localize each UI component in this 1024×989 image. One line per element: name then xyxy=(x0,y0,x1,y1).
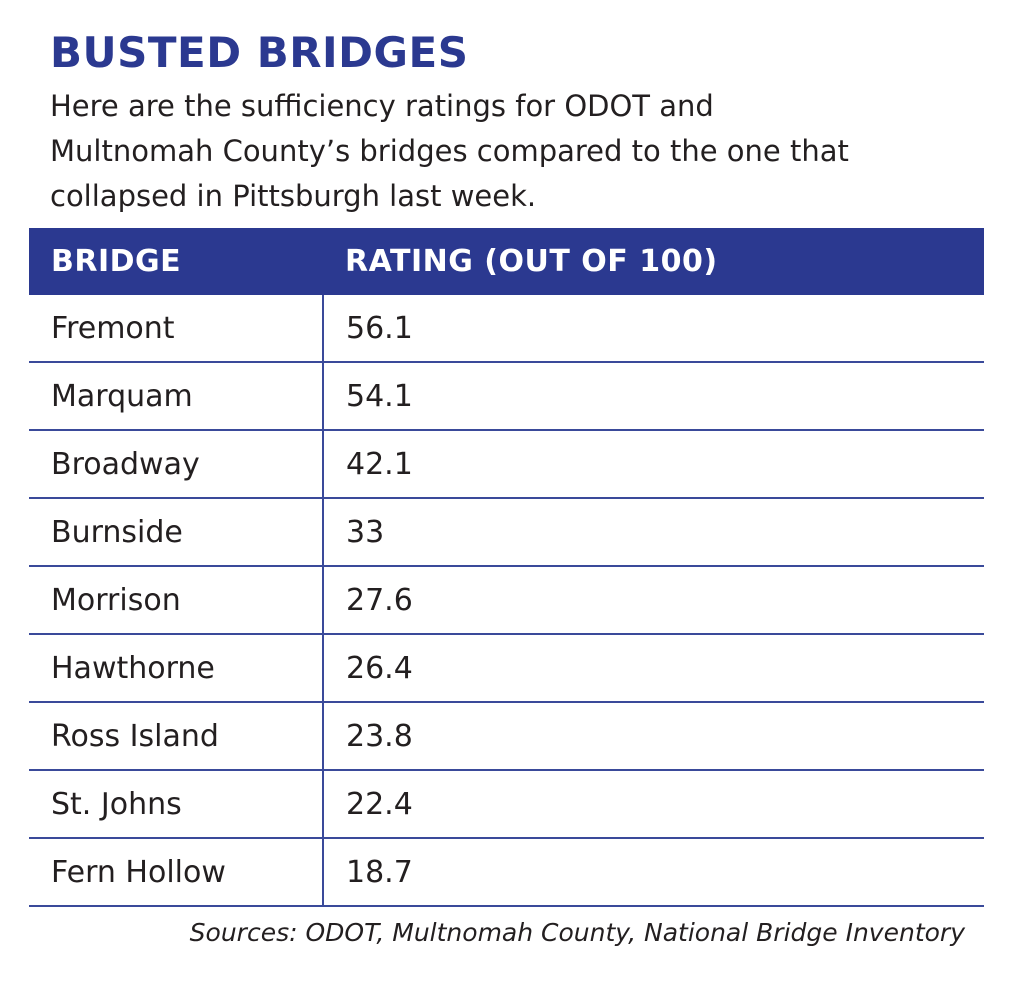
table-row: Broadway 42.1 xyxy=(29,430,984,499)
rating: 33 xyxy=(323,498,984,567)
table-row: Hawthorne 26.4 xyxy=(29,634,984,703)
rating: 22.4 xyxy=(323,770,984,839)
rating: 54.1 xyxy=(323,362,984,431)
bridge-name: Morrison xyxy=(29,566,324,635)
table-row: Morrison 27.6 xyxy=(29,566,984,635)
rating: 26.4 xyxy=(323,634,984,703)
rating: 23.8 xyxy=(323,702,984,771)
rating: 18.7 xyxy=(323,838,984,907)
title: BUSTED BRIDGES xyxy=(50,28,469,77)
table-row: Ross Island 23.8 xyxy=(29,702,984,771)
source-note: Sources: ODOT, Multnomah County, Nationa… xyxy=(189,918,965,947)
bridge-name: Fremont xyxy=(29,295,324,363)
ratings-table: BRIDGE RATING (OUT OF 100) Fremont 56.1 Mar… xyxy=(29,228,984,907)
bridge-name: Burnside xyxy=(29,498,324,567)
table-row: St. Johns 22.4 xyxy=(29,770,984,839)
table-row: Fremont 56.1 xyxy=(29,295,984,363)
bridge-name: Fern Hollow xyxy=(29,838,324,907)
table-body: Fremont 56.1 Marquam 54.1 Broadway 42.1 Burnsi… xyxy=(29,295,984,907)
table-row: Marquam 54.1 xyxy=(29,362,984,431)
subtitle: Here are the sufficiency ratings for ODO… xyxy=(50,89,849,213)
header-row: BRIDGE RATING (OUT OF 100) xyxy=(29,228,984,295)
bridge-name: Broadway xyxy=(29,430,324,499)
column-header: RATING (OUT OF 100) xyxy=(323,228,984,295)
bridge-name: St. Johns xyxy=(29,770,324,839)
rating: 56.1 xyxy=(323,295,984,363)
column-header: BRIDGE xyxy=(29,228,323,295)
bridge-name: Marquam xyxy=(29,362,324,431)
bridge-name: Hawthorne xyxy=(29,634,324,703)
rating: 42.1 xyxy=(323,430,984,499)
table-row: Burnside 33 xyxy=(29,498,984,567)
rating: 27.6 xyxy=(323,566,984,635)
table-row: Fern Hollow 18.7 xyxy=(29,838,984,907)
bridge-name: Ross Island xyxy=(29,702,324,771)
